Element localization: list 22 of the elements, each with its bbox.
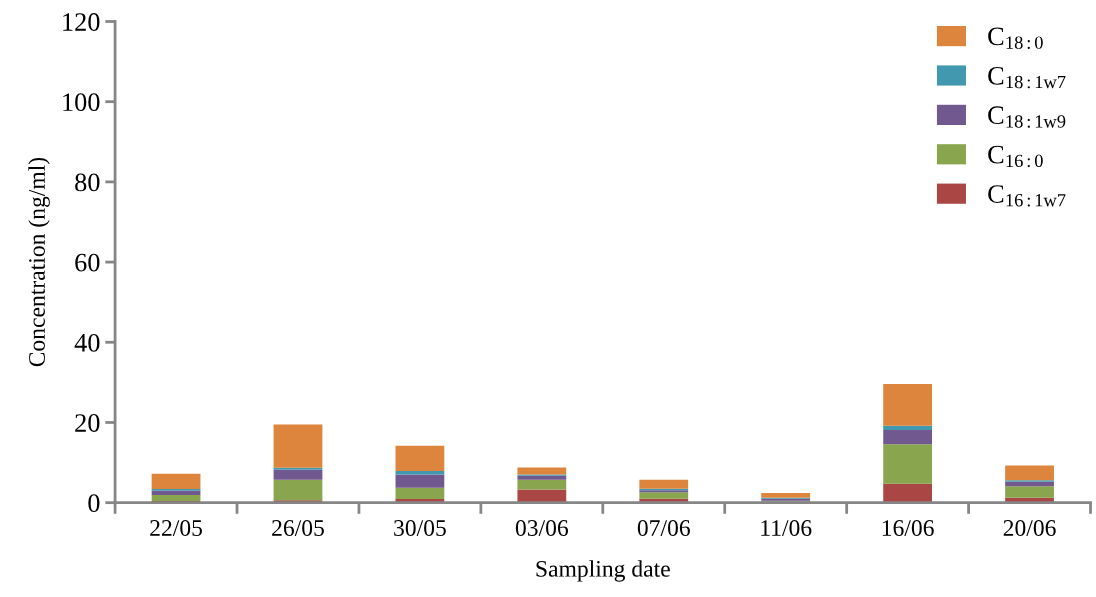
y-tick-label: 100 xyxy=(63,93,100,112)
x-tick-label: 11/06 xyxy=(761,520,812,536)
x-tick-label: 16/06 xyxy=(882,520,934,536)
x-tick-label: 26/05 xyxy=(272,520,324,536)
y-tick-label: 40 xyxy=(74,333,100,352)
y-tick-label: 60 xyxy=(75,253,100,272)
legend-label: C$_{18:1w7}$ xyxy=(988,66,1066,89)
y-tick-label: 0 xyxy=(88,494,100,513)
x-axis-title: Sampling date xyxy=(536,560,670,582)
y-tick-label: 120 xyxy=(63,13,100,31)
x-tick-label: 20/06 xyxy=(1003,520,1056,536)
x-tick-label: 22/05 xyxy=(150,520,203,536)
y-axis-title: Concentration (ng/ml) xyxy=(28,157,50,367)
x-tick-label: 03/06 xyxy=(515,520,569,536)
legend-label: C$_{16:1w7}$ xyxy=(988,185,1066,207)
x-tick-label: 07/06 xyxy=(637,520,690,536)
legend-label: C$_{16:0}$ xyxy=(988,145,1043,168)
y-tick-label: 20 xyxy=(75,414,100,432)
legend-label: C$_{18:1w9}$ xyxy=(988,106,1066,128)
y-tick-label: 80 xyxy=(75,173,100,192)
x-tick-label: 30/05 xyxy=(394,520,446,536)
legend-label: C$_{18:0}$ xyxy=(988,27,1043,49)
